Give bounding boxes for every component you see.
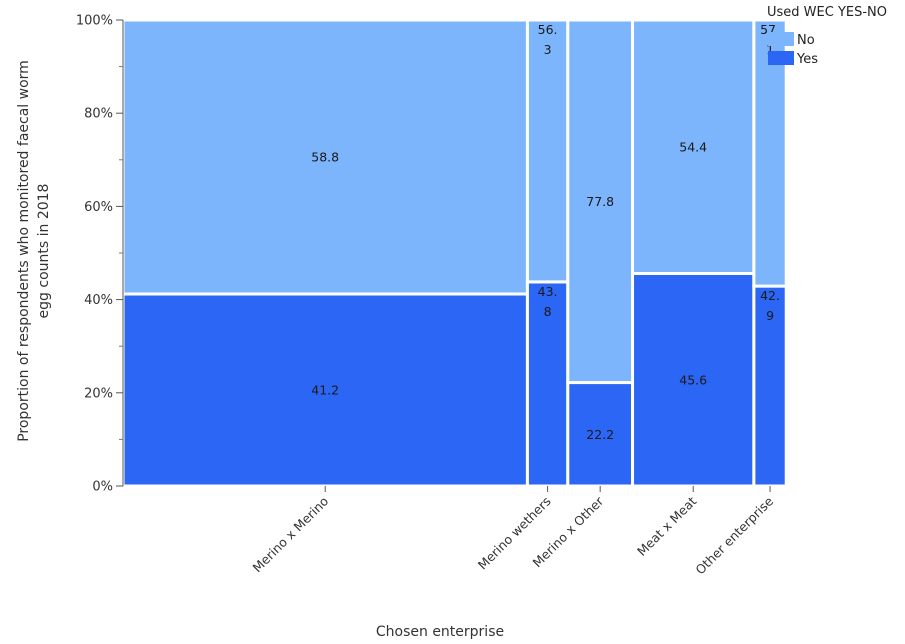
legend: Used WEC YES-NO No Yes (767, 5, 887, 67)
x-axis-title: Chosen enterprise (376, 624, 504, 640)
y-tick-label-0: 0% (92, 480, 113, 495)
data-label-yes-3: 22.2 (586, 427, 614, 442)
bar-no-1 (121, 18, 529, 296)
bar-yes-1 (121, 292, 529, 488)
x-tick-label-4: Meat x Meat (634, 493, 699, 558)
bar-no-2 (525, 18, 570, 284)
y-axis-title-group: Proportion of respondents who monitored … (16, 60, 52, 442)
legend-title: Used WEC YES-NO (767, 5, 887, 20)
bar-no-3 (566, 18, 635, 385)
x-tick-label-1: Merino x Merino (250, 494, 332, 576)
plot-area: 58.841.256. 343. 877.822.254.445.657. 142. 9 (121, 18, 788, 488)
bar-yes-5 (752, 284, 788, 488)
data-label-yes-1: 41.2 (311, 383, 339, 398)
data-label-no-1: 58.8 (311, 150, 339, 165)
legend-swatch-yes (768, 51, 794, 65)
y-tick-label-5: 100% (76, 14, 113, 29)
x-tick-label-5: Other enterprise (692, 493, 776, 577)
y-tick-label-2: 40% (84, 293, 113, 308)
y-tick-label-1: 20% (84, 386, 113, 401)
y-tick-label-4: 80% (84, 107, 113, 122)
data-label-no-3: 77.8 (586, 194, 614, 209)
y-axis-title-line-2: egg counts in 2018 (36, 184, 52, 319)
data-label-no-2: 56. 3 (538, 22, 558, 57)
data-label-yes-2: 43. 8 (538, 284, 558, 319)
data-label-no-4: 54.4 (679, 139, 707, 154)
data-label-yes-5: 42. 9 (760, 288, 780, 323)
legend-label-no: No (797, 33, 815, 48)
y-tick-label-3: 60% (84, 200, 113, 215)
y-axis-title-line-1: Proportion of respondents who monitored … (16, 60, 32, 442)
legend-swatch-no (768, 32, 794, 46)
legend-label-yes: Yes (796, 52, 818, 67)
data-label-yes-4: 45.6 (679, 372, 707, 387)
y-axis: 0% 20% 40% 60% 80% 100% (76, 14, 124, 495)
